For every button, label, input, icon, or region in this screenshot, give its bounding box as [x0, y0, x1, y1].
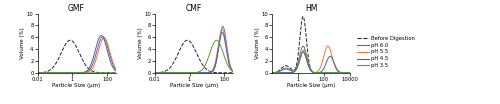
X-axis label: Particle Size (μm): Particle Size (μm): [52, 83, 100, 88]
Title: HM: HM: [305, 4, 317, 13]
Title: GMF: GMF: [68, 4, 85, 13]
Y-axis label: Volume (%): Volume (%): [20, 27, 25, 59]
Title: CMF: CMF: [186, 4, 202, 13]
Y-axis label: Volume (%): Volume (%): [138, 27, 142, 59]
Legend: Before Digestion, pH 6.0, pH 5.5, pH 4.5, pH 3.5: Before Digestion, pH 6.0, pH 5.5, pH 4.5…: [355, 34, 417, 70]
Y-axis label: Volume (%): Volume (%): [255, 27, 260, 59]
X-axis label: Particle Size (μm): Particle Size (μm): [287, 83, 335, 88]
X-axis label: Particle Size (μm): Particle Size (μm): [170, 83, 218, 88]
